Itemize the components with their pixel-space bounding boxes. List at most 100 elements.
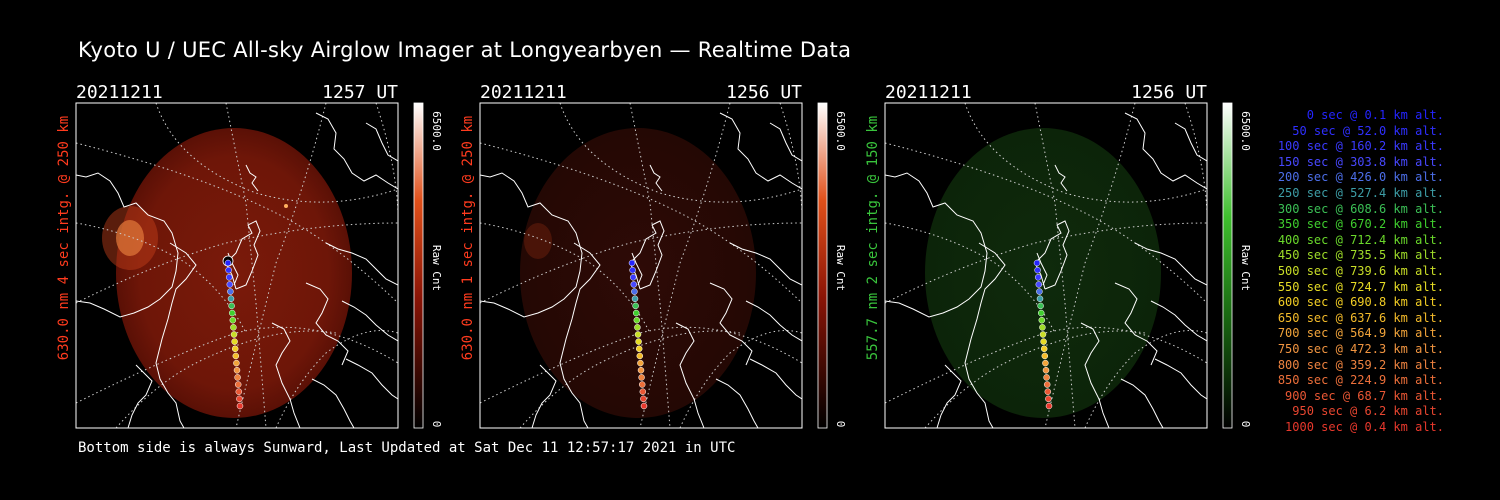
grid-line xyxy=(1044,103,1136,428)
legend-row: 700 sec @ 564.9 km alt. xyxy=(1262,326,1444,342)
grid-line xyxy=(115,330,337,428)
trajectory-point xyxy=(235,388,243,395)
legend-at-sign: @ xyxy=(1328,341,1351,356)
trajectory-point xyxy=(633,316,641,324)
legend-time: 900 sec xyxy=(1285,388,1336,403)
legend-time: 300 sec xyxy=(1277,201,1329,216)
coastline xyxy=(1114,282,1158,366)
trajectory-point xyxy=(1045,402,1053,410)
grid-line xyxy=(155,103,398,203)
legend-row: 500 sec @ 739.6 km alt. xyxy=(1262,264,1444,280)
coastline xyxy=(719,112,802,190)
legend-time: 150 sec xyxy=(1277,154,1329,169)
trajectory-point xyxy=(232,352,240,360)
coastline xyxy=(769,122,802,162)
legend-at-sign: @ xyxy=(1342,419,1365,434)
legend-time: 800 sec xyxy=(1277,357,1329,372)
trajectory-point xyxy=(1039,331,1047,338)
grid-line xyxy=(275,330,398,428)
colorbar-max-label: 6500.0 xyxy=(1239,111,1252,151)
trajectory-point xyxy=(236,402,244,410)
legend-time: 750 sec xyxy=(1277,341,1329,356)
legend-at-sign: @ xyxy=(1335,388,1358,403)
legend-time: 100 sec xyxy=(1277,139,1329,154)
coastline xyxy=(245,164,259,192)
coastline xyxy=(1134,242,1207,286)
legend-row: 800 sec @ 359.2 km alt. xyxy=(1262,358,1444,374)
trajectory-point xyxy=(1044,388,1052,395)
trajectory-point xyxy=(230,331,238,338)
coastline xyxy=(325,242,398,286)
trajectory-point xyxy=(231,338,238,345)
grid-line xyxy=(225,103,267,428)
legend-at-sign: @ xyxy=(1328,170,1351,185)
coastline xyxy=(315,112,398,190)
legend-altitude: 303.8 km alt. xyxy=(1350,154,1444,169)
colorbar xyxy=(413,102,424,429)
legend-at-sign: @ xyxy=(1328,373,1351,388)
grid-line xyxy=(1034,103,1076,428)
sky-image-disc xyxy=(925,128,1161,418)
grid-line xyxy=(480,222,802,304)
panel-date: 20211211 xyxy=(480,82,567,103)
coastline xyxy=(964,242,1006,428)
trajectory-point xyxy=(233,359,240,367)
trajectory-point xyxy=(226,281,234,288)
trajectory-point xyxy=(234,374,241,381)
trajectory-point xyxy=(631,295,639,302)
grid-line xyxy=(235,103,327,428)
grid-line xyxy=(964,103,1207,203)
legend-at-sign: @ xyxy=(1328,232,1351,247)
trajectory-point xyxy=(1034,266,1041,274)
trajectory-point xyxy=(634,331,642,338)
legend-altitude: 564.9 km alt. xyxy=(1350,326,1444,341)
legend-altitude: 160.2 km alt. xyxy=(1350,139,1444,154)
grid-line xyxy=(629,103,671,428)
legend-altitude: 472.3 km alt. xyxy=(1350,341,1444,356)
trajectory-point xyxy=(632,309,640,317)
legend-row: 0 sec @ 0.1 km alt. xyxy=(1262,108,1444,124)
legend-time: 50 sec xyxy=(1292,123,1336,138)
legend-time: 600 sec xyxy=(1277,295,1329,310)
grid-line xyxy=(375,103,398,214)
trajectory-point xyxy=(1037,302,1044,310)
trajectory-point xyxy=(1043,374,1050,381)
legend-time: 850 sec xyxy=(1277,373,1329,388)
grid-line xyxy=(779,103,802,214)
legend-at-sign: @ xyxy=(1328,154,1351,169)
trajectory-point xyxy=(1041,352,1049,360)
trajectory-point xyxy=(1042,367,1050,374)
airglow-halo xyxy=(102,206,158,270)
legend-altitude: 712.4 km alt. xyxy=(1350,232,1444,247)
coastline xyxy=(559,242,601,428)
trajectory-point xyxy=(228,309,236,317)
coastline xyxy=(1036,252,1048,286)
legend-altitude: 739.6 km alt. xyxy=(1350,263,1444,278)
legend-at-sign: @ xyxy=(1328,139,1351,154)
trajectory-point xyxy=(629,274,637,281)
colorbar xyxy=(1222,102,1233,429)
airglow-hotspot xyxy=(116,220,144,256)
trajectory-point xyxy=(635,345,643,353)
footer-status: Bottom side is always Sunward, Last Upda… xyxy=(78,440,736,456)
grid-line xyxy=(480,326,802,404)
panel-time: 1256 UT xyxy=(1131,82,1207,103)
trajectory-point xyxy=(637,367,645,374)
grid-line xyxy=(519,330,741,428)
trajectory-point xyxy=(636,352,644,360)
trajectory-point xyxy=(1040,338,1047,345)
trajectory-point xyxy=(635,338,642,345)
coastline xyxy=(365,122,398,162)
legend-altitude: 637.6 km alt. xyxy=(1350,310,1444,325)
trajectory-point xyxy=(640,395,647,403)
legend-altitude: 52.0 km alt. xyxy=(1357,123,1444,138)
trajectory-point xyxy=(229,316,237,324)
grid-line xyxy=(885,222,1207,304)
legend-at-sign: @ xyxy=(1342,108,1365,122)
legend-altitude: 0.1 km alt. xyxy=(1364,108,1444,122)
legend-row: 850 sec @ 224.9 km alt. xyxy=(1262,373,1444,389)
sky-image-disc xyxy=(520,128,756,418)
legend-time: 950 sec xyxy=(1292,404,1343,419)
coastline xyxy=(885,172,988,318)
